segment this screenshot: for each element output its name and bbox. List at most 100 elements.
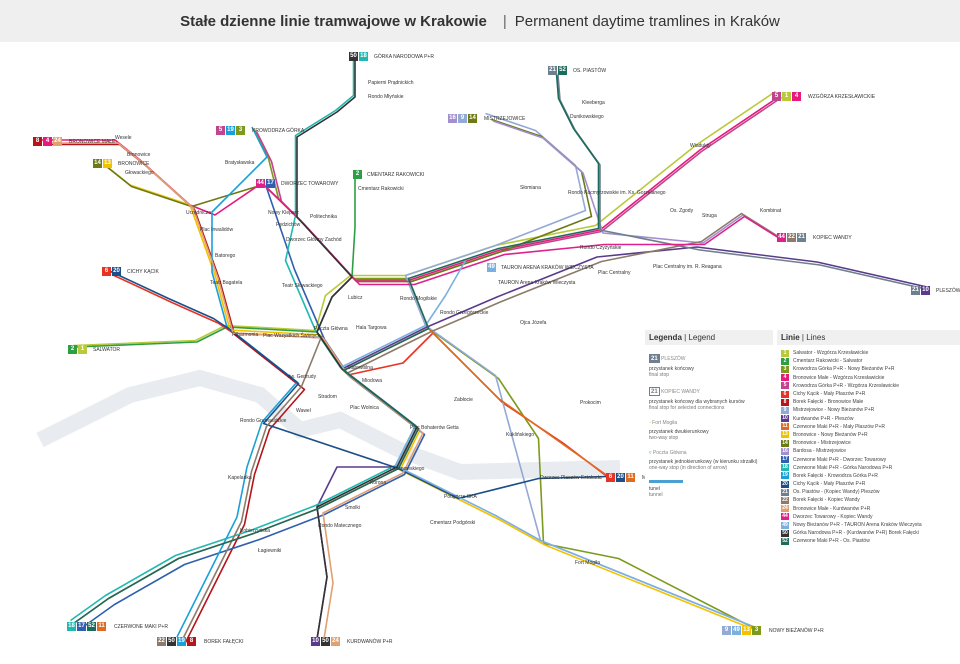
terminal[interactable]: 14 13 — [93, 159, 112, 168]
tram-line-20[interactable] — [108, 269, 609, 500]
stop-label: Kuklińskiego — [506, 432, 535, 438]
tram-line-16[interactable] — [492, 120, 784, 244]
line-row-9: 9 Mistrzejowice - Nowy Bieżanów P+R — [777, 406, 960, 414]
terminal[interactable]: 6 20 — [102, 267, 121, 276]
terminal[interactable]: 8 4 24 — [33, 137, 62, 146]
line-row-21: 21 Os. Piastów - (Kopiec Wandy) Pleszów — [777, 488, 960, 496]
line-badge-6[interactable]: 6 — [606, 473, 615, 482]
tram-line-1[interactable] — [73, 90, 776, 347]
terminal[interactable]: 16 9 14 — [448, 114, 477, 123]
line-badge-3[interactable]: 3 — [752, 626, 761, 635]
line-badge-2[interactable]: 2 — [68, 345, 77, 354]
terminal[interactable]: 44 22 21 — [777, 233, 806, 242]
tram-line-49[interactable] — [339, 260, 756, 629]
line-badge-20[interactable]: 20 — [112, 267, 121, 276]
line-route: Kurdwanów P+R - Pleszów — [793, 415, 854, 422]
tram-line-52[interactable] — [73, 73, 600, 625]
line-badge-21[interactable]: 21 — [911, 286, 920, 295]
line-badge-2[interactable]: 2 — [353, 170, 362, 179]
terminal[interactable]: 10 50 24 — [311, 637, 340, 646]
terminal-name: CICHY KĄCIK — [127, 269, 159, 275]
line-badge-50[interactable]: 50 — [349, 52, 358, 61]
line-badge-11[interactable]: 11 — [97, 622, 106, 631]
lines-title: Linie — [781, 333, 800, 342]
line-badge-8[interactable]: 8 — [187, 637, 196, 646]
terminal[interactable]: 5 19 3 — [216, 126, 245, 135]
line-badge-13[interactable]: 13 — [103, 159, 112, 168]
line-badge-19[interactable]: 19 — [177, 637, 186, 646]
line-badge-1[interactable]: 1 — [782, 92, 791, 101]
line-badge-22[interactable]: 22 — [157, 637, 166, 646]
line-badge-9[interactable]: 9 — [722, 626, 731, 635]
line-badge-14[interactable]: 14 — [93, 159, 102, 168]
terminal[interactable]: 22 50 19 8 — [157, 637, 196, 646]
line-badge-22[interactable]: 22 — [787, 233, 796, 242]
lines-title-en: Lines — [806, 333, 826, 342]
line-badge-18[interactable]: 18 — [359, 52, 368, 61]
terminal[interactable]: 9 49 13 3 — [722, 626, 761, 635]
line-badge-16[interactable]: 16 — [448, 114, 457, 123]
stop-label: Stradom — [318, 394, 337, 400]
stop-label: Dworzec Płaszów Estakada — [540, 475, 602, 481]
line-badge-11[interactable]: 11 — [626, 473, 635, 482]
line-badge-8[interactable]: 8 — [33, 137, 42, 146]
terminal[interactable]: 44 17 — [256, 179, 275, 188]
line-badge-24[interactable]: 24 — [53, 137, 62, 146]
line-badge: 2 — [781, 357, 789, 365]
line-row-22: 22 Borek Fałęcki - Kopiec Wandy — [777, 496, 960, 504]
tram-line-50[interactable] — [296, 55, 418, 640]
line-row-18: 18 Czerwone Maki P+R - Górka Narodowa P+R — [777, 464, 960, 472]
terminal[interactable]: 50 18 — [349, 52, 368, 61]
line-badge-4[interactable]: 4 — [43, 137, 52, 146]
line-badge-21[interactable]: 21 — [797, 233, 806, 242]
line-badge-5[interactable]: 5 — [772, 92, 781, 101]
line-badge-24[interactable]: 24 — [331, 637, 340, 646]
line-badge: 16 — [781, 447, 789, 455]
line-badge-19[interactable]: 19 — [226, 126, 235, 135]
tram-line-21[interactable] — [557, 74, 931, 291]
line-badge-17[interactable]: 17 — [77, 622, 86, 631]
tram-line-17[interactable] — [79, 187, 426, 631]
tram-line-24[interactable] — [43, 142, 424, 646]
line-badge-6[interactable]: 6 — [102, 267, 111, 276]
stop-label: Miodowa — [362, 378, 383, 384]
terminal[interactable]: 21 52 — [548, 66, 567, 75]
tram-line-4[interactable] — [40, 95, 781, 281]
terminal[interactable]: 2 — [353, 170, 362, 179]
line-badge-50[interactable]: 50 — [321, 637, 330, 646]
line-badge-5[interactable]: 5 — [216, 126, 225, 135]
terminal[interactable]: 6 20 11 — [606, 473, 635, 482]
line-badge-18[interactable]: 18 — [67, 622, 76, 631]
line-badge-9[interactable]: 9 — [458, 114, 467, 123]
line-badge-14[interactable]: 14 — [468, 114, 477, 123]
line-badge-44[interactable]: 44 — [256, 179, 265, 188]
line-badge-49[interactable]: 49 — [732, 626, 741, 635]
stop-label: TAURON Arena Kraków Wieczysta — [498, 280, 576, 286]
line-badge-17[interactable]: 17 — [266, 179, 275, 188]
line-badge-10[interactable]: 10 — [921, 286, 930, 295]
line-badge-44[interactable]: 44 — [777, 233, 786, 242]
terminal[interactable]: 21 10 — [911, 286, 930, 295]
line-badge-13[interactable]: 13 — [742, 626, 751, 635]
line-badge-52[interactable]: 52 — [558, 66, 567, 75]
line-badge-1[interactable]: 1 — [78, 345, 87, 354]
line-badge-52[interactable]: 52 — [87, 622, 96, 631]
tram-map[interactable] — [0, 42, 960, 664]
tram-line-14[interactable] — [106, 118, 593, 283]
line-badge-50[interactable]: 50 — [167, 637, 176, 646]
terminal[interactable]: 18 17 52 11 — [67, 622, 106, 631]
stop-label: Politechnika — [310, 214, 337, 220]
line-badge-21[interactable]: 21 — [548, 66, 557, 75]
terminal[interactable]: 49 — [487, 263, 496, 272]
legend-sample-name: PLESZÓW — [661, 356, 686, 362]
stop-label: Rondo Młyńskie — [368, 94, 404, 100]
line-badge-4[interactable]: 4 — [792, 92, 801, 101]
line-row-4: 4 Bronowice Małe - Wzgórza Krzesławickie — [777, 374, 960, 382]
line-badge-3[interactable]: 3 — [236, 126, 245, 135]
terminal-name: TAURON ARENA KRAKÓW WIECZYSTA — [501, 265, 594, 271]
line-badge-20[interactable]: 20 — [616, 473, 625, 482]
line-badge-10[interactable]: 10 — [311, 637, 320, 646]
line-badge-49[interactable]: 49 — [487, 263, 496, 272]
